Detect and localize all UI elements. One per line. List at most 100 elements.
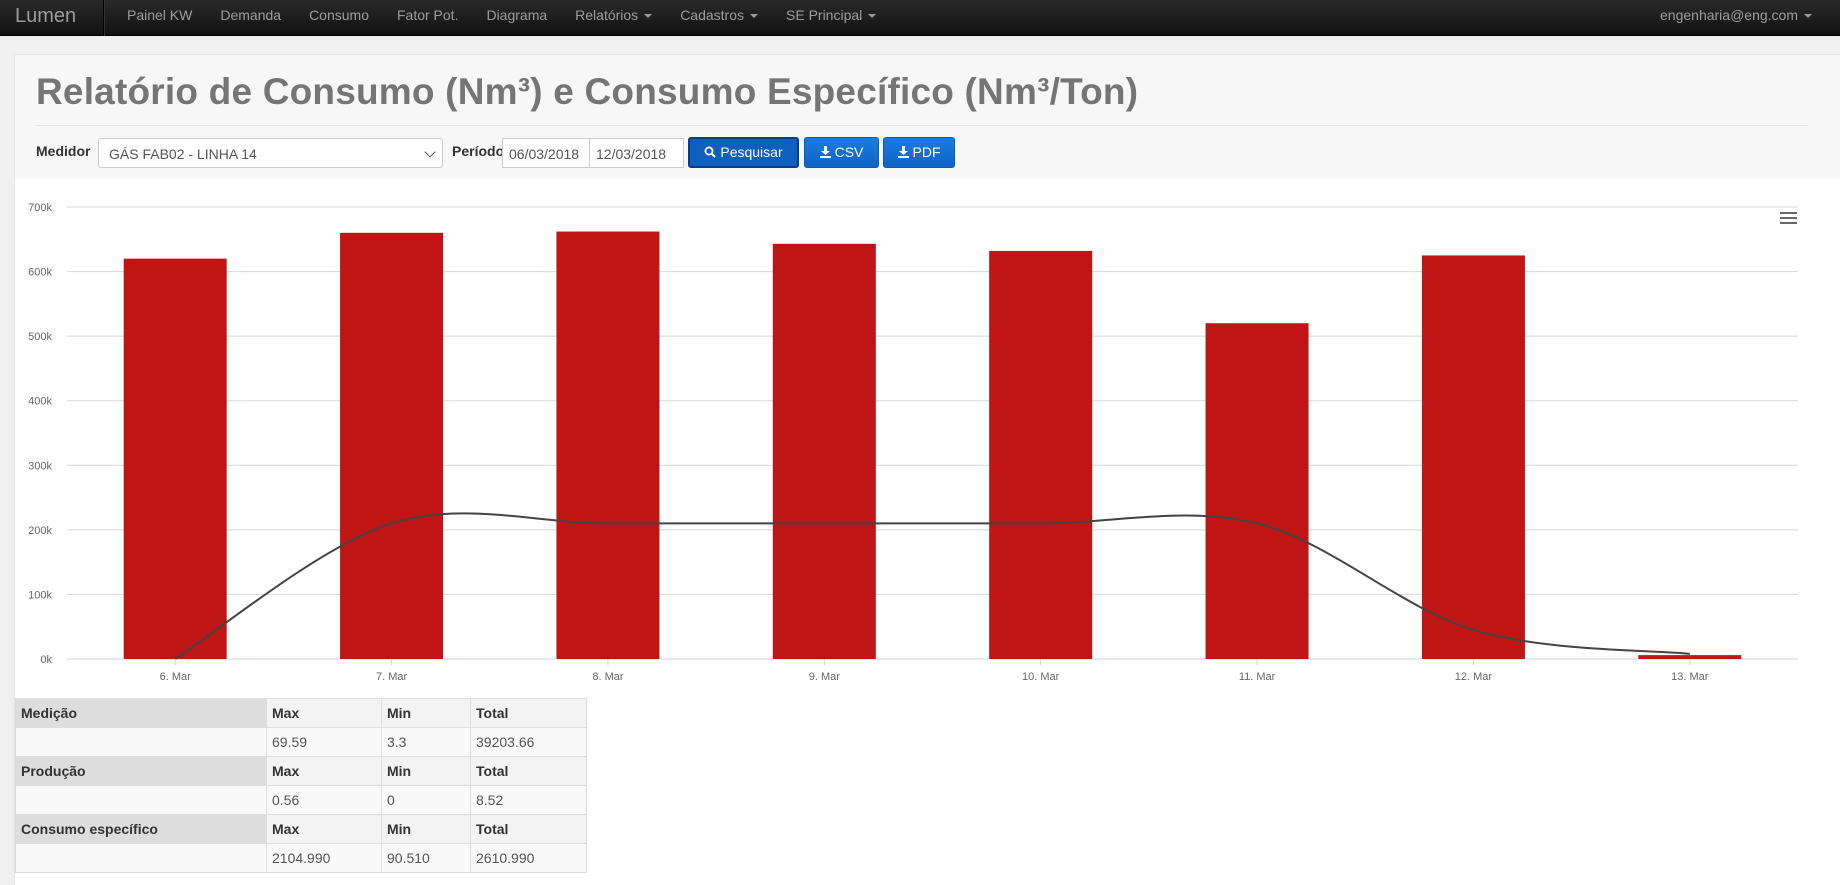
y-tick-label: 300k xyxy=(28,460,52,472)
summary-value-cell: 2104.990 xyxy=(266,843,382,873)
nav-item-cadastros[interactable]: Cadastros xyxy=(666,0,772,36)
nav-item-label: Fator Pot. xyxy=(396,7,459,23)
summary-column-header: Max xyxy=(266,698,382,728)
nav-item-label: Demanda xyxy=(220,7,282,23)
x-tick-label: 7. Mar xyxy=(376,671,408,683)
y-tick-label: 100k xyxy=(28,589,52,601)
caret-down-icon xyxy=(644,14,653,19)
chart-bar xyxy=(1421,255,1525,659)
y-tick-label: 700k xyxy=(28,202,52,214)
summary-empty-cell xyxy=(15,843,267,873)
pdf-button[interactable]: PDF xyxy=(883,137,955,168)
chart-menu-icon[interactable] xyxy=(1780,212,1797,226)
caret-down-icon xyxy=(868,14,877,19)
summary-value-cell: 39203.66 xyxy=(470,727,587,757)
summary-value-row: 69.59 3.3 39203.66 xyxy=(15,727,587,757)
chart-bar xyxy=(1638,655,1742,659)
meter-select-value: GÁS FAB02 - LINHA 14 xyxy=(109,146,257,162)
title-divider xyxy=(36,125,1808,126)
y-tick-label: 200k xyxy=(28,525,52,537)
report-header: Relatório de Consumo (Nm³) e Consumo Esp… xyxy=(15,55,1840,178)
summary-header-row: Medição Max Min Total xyxy=(15,698,587,728)
page-title: Relatório de Consumo (Nm³) e Consumo Esp… xyxy=(36,71,1139,112)
x-tick-label: 11. Mar xyxy=(1239,671,1276,683)
x-tick-label: 6. Mar xyxy=(160,671,192,683)
caret-down-icon xyxy=(750,14,758,19)
nav-item-painel-kw[interactable]: Painel KW xyxy=(113,0,206,36)
y-tick-label: 0k xyxy=(40,654,52,666)
download-icon xyxy=(819,146,831,158)
summary-column-header: Total xyxy=(470,698,587,728)
nav-item-label: Cadastros xyxy=(680,7,744,23)
user-menu[interactable]: engenharia@eng.com xyxy=(1660,0,1812,30)
summary-header-row: Produção Max Min Total xyxy=(15,756,587,786)
chart-bar xyxy=(123,258,227,659)
caret-down-icon xyxy=(1804,14,1812,19)
nav-item-label: SE Principal xyxy=(786,7,863,23)
chart-series-line xyxy=(174,512,1690,660)
brand-logo[interactable]: Lumen xyxy=(15,5,77,27)
period-label: Período xyxy=(452,143,505,159)
nav-menu: Painel KW Demanda Consumo Fator Pot. Diagram… xyxy=(113,0,890,36)
consumption-chart: 0k 100k 200k 300k 400k 500k 600k 700k 6. Mar 7. M… xyxy=(28,202,1798,683)
summary-column-header: Min xyxy=(381,756,471,786)
nav-item-label: Painel KW xyxy=(127,7,193,23)
chart-bar xyxy=(1205,323,1309,659)
summary-value-cell: 0 xyxy=(381,785,471,815)
nav-item-label: Diagrama xyxy=(486,7,548,23)
nav-item-diagrama[interactable]: Diagrama xyxy=(472,0,561,36)
summary-empty-cell xyxy=(15,785,267,815)
x-tick-label: 12. Mar xyxy=(1455,671,1493,683)
summary-column-header: Max xyxy=(266,814,382,844)
nav-item-se-principal[interactable]: SE Principal xyxy=(772,0,890,36)
download-icon xyxy=(897,146,909,158)
search-button-label: Pesquisar xyxy=(720,144,783,160)
y-tick-label: 500k xyxy=(28,331,52,343)
nav-item-demanda[interactable]: Demanda xyxy=(206,0,295,36)
summary-group-label: Produção xyxy=(15,756,267,786)
summary-value-row: 0.56 0 8.52 xyxy=(15,785,587,815)
summary-value-row: 2104.990 90.510 2610.990 xyxy=(15,843,587,873)
nav-item-consumo[interactable]: Consumo xyxy=(295,0,383,36)
summary-value-cell: 69.59 xyxy=(266,727,382,757)
y-tick-label: 400k xyxy=(28,396,52,408)
chevron-down-icon xyxy=(424,146,436,158)
summary-group-label: Medição xyxy=(15,698,267,728)
start-date-input[interactable]: 06/03/2018 xyxy=(502,138,597,168)
csv-button[interactable]: CSV xyxy=(804,137,879,168)
y-tick-label: 600k xyxy=(28,267,52,279)
chart-bar xyxy=(556,231,660,659)
csv-button-label: CSV xyxy=(834,144,864,160)
end-date-input[interactable]: 12/03/2018 xyxy=(589,138,684,168)
summary-column-header: Total xyxy=(470,756,587,786)
nav-item-label: Consumo xyxy=(309,7,369,23)
summary-group-label: Consumo específico xyxy=(15,814,267,844)
x-tick-label: 13. Mar xyxy=(1671,671,1709,683)
summary-table: Medição Max Min Total 69.59 3.3 39203.66 Produç… xyxy=(15,698,587,873)
user-email: engenharia@eng.com xyxy=(1660,7,1798,23)
top-navbar: Lumen Painel KW Demanda Consumo Fator Pot. D… xyxy=(0,0,1840,36)
search-button[interactable]: Pesquisar xyxy=(688,137,799,168)
pdf-button-label: PDF xyxy=(912,144,941,160)
summary-value-cell: 8.52 xyxy=(470,785,587,815)
chart-bar xyxy=(989,250,1093,659)
x-tick-label: 10. Mar xyxy=(1022,671,1060,683)
meter-label: Medidor xyxy=(36,143,91,159)
summary-empty-cell xyxy=(15,727,267,757)
nav-item-fator-pot[interactable]: Fator Pot. xyxy=(383,0,472,36)
summary-value-cell: 90.510 xyxy=(381,843,471,873)
x-tick-label: 9. Mar xyxy=(809,671,841,683)
summary-header-row: Consumo específico Max Min Total xyxy=(15,814,587,844)
search-icon xyxy=(704,146,717,158)
meter-select[interactable]: GÁS FAB02 - LINHA 14 xyxy=(98,138,443,168)
x-tick-label: 8. Mar xyxy=(592,671,624,683)
nav-item-relat-rios[interactable]: Relatórios xyxy=(561,0,666,36)
chart-bar xyxy=(772,243,876,659)
summary-column-header: Max xyxy=(266,756,382,786)
summary-value-cell: 0.56 xyxy=(266,785,382,815)
nav-item-label: Relatórios xyxy=(575,7,639,23)
summary-column-header: Min xyxy=(381,814,471,844)
summary-value-cell: 3.3 xyxy=(381,727,471,757)
chart-bar xyxy=(340,232,444,660)
nav-divider xyxy=(103,0,104,36)
